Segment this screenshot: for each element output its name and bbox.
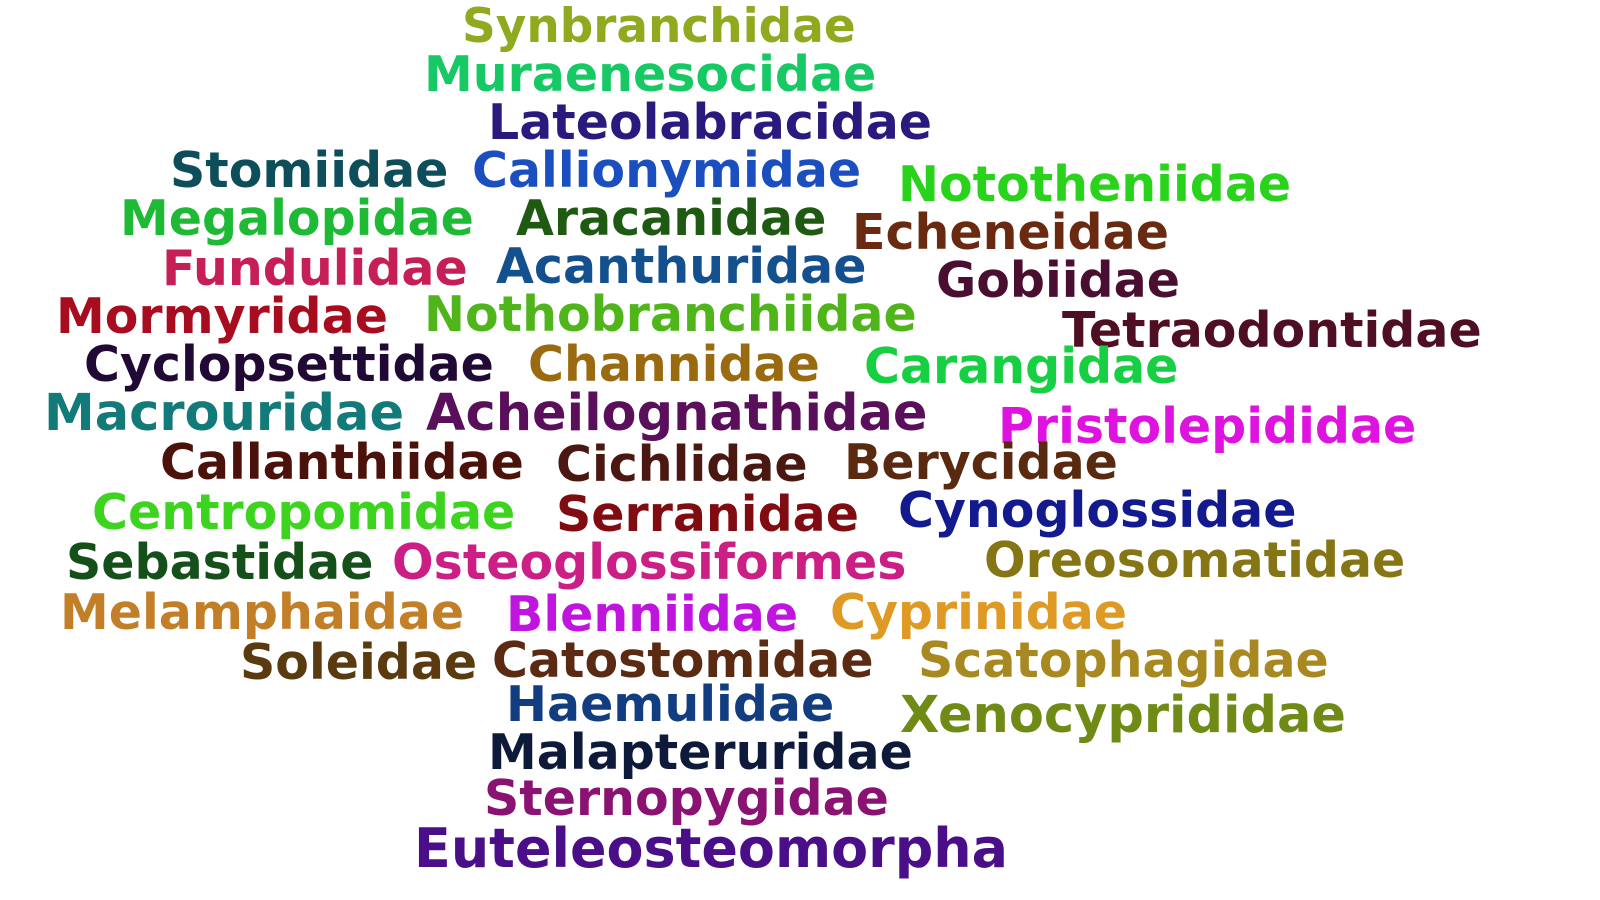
word-sternopygidae: Sternopygidae xyxy=(484,769,889,827)
word-catostomidae: Catostomidae xyxy=(492,631,874,689)
word-macrouridae: Macrouridae xyxy=(44,383,405,443)
word-osteoglossiformes: Osteoglossiformes xyxy=(392,533,907,591)
word-xenocyprididae: Xenocyprididae xyxy=(900,685,1347,745)
word-blenniidae: Blenniidae xyxy=(506,585,799,643)
word-melamphaidae: Melamphaidae xyxy=(60,583,465,641)
word-cynoglossidae: Cynoglossidae xyxy=(898,481,1297,539)
word-oreosomatidae: Oreosomatidae xyxy=(984,531,1406,589)
word-mormyridae: Mormyridae xyxy=(56,287,388,345)
word-nototheniidae: Nototheniidae xyxy=(898,155,1292,213)
word-soleidae: Soleidae xyxy=(240,633,478,691)
word-lateolabracidae: Lateolabracidae xyxy=(488,93,932,151)
word-serranidae: Serranidae xyxy=(556,485,859,543)
word-nothobranchiidae: Nothobranchiidae xyxy=(424,285,917,343)
word-aracanidae: Aracanidae xyxy=(516,189,827,247)
word-sebastidae: Sebastidae xyxy=(66,533,374,591)
word-callionymidae: Callionymidae xyxy=(472,141,862,199)
word-scatophagidae: Scatophagidae xyxy=(918,631,1329,689)
word-echeneidae: Echeneidae xyxy=(852,203,1169,261)
word-gobiidae: Gobiidae xyxy=(936,251,1180,309)
word-cyprinidae: Cyprinidae xyxy=(830,583,1127,641)
word-tetraodontidae: Tetraodontidae xyxy=(1062,301,1482,359)
word-haemulidae: Haemulidae xyxy=(506,675,835,733)
word-muraenesocidae: Muraenesocidae xyxy=(424,45,877,103)
word-euteleosteomorpha: Euteleosteomorpha xyxy=(414,817,1009,881)
word-callanthiidae: Callanthiidae xyxy=(160,433,524,491)
word-stomiidae: Stomiidae xyxy=(170,141,449,199)
word-acheilognathidae: Acheilognathidae xyxy=(426,383,928,443)
word-synbranchidae: Synbranchidae xyxy=(462,0,856,54)
word-cichlidae: Cichlidae xyxy=(556,435,808,493)
word-cyclopsettidae: Cyclopsettidae xyxy=(84,335,494,393)
word-fundulidae: Fundulidae xyxy=(162,239,468,297)
word-pristolepididae: Pristolepididae xyxy=(998,397,1417,455)
word-carangidae: Carangidae xyxy=(864,337,1179,395)
word-channidae: Channidae xyxy=(528,335,820,393)
word-centropomidae: Centropomidae xyxy=(92,483,516,541)
word-berycidae: Berycidae xyxy=(844,433,1118,491)
word-acanthuridae: Acanthuridae xyxy=(496,237,867,295)
word-megalopidae: Megalopidae xyxy=(120,189,474,247)
word-malapteruridae: Malapteruridae xyxy=(488,723,913,781)
